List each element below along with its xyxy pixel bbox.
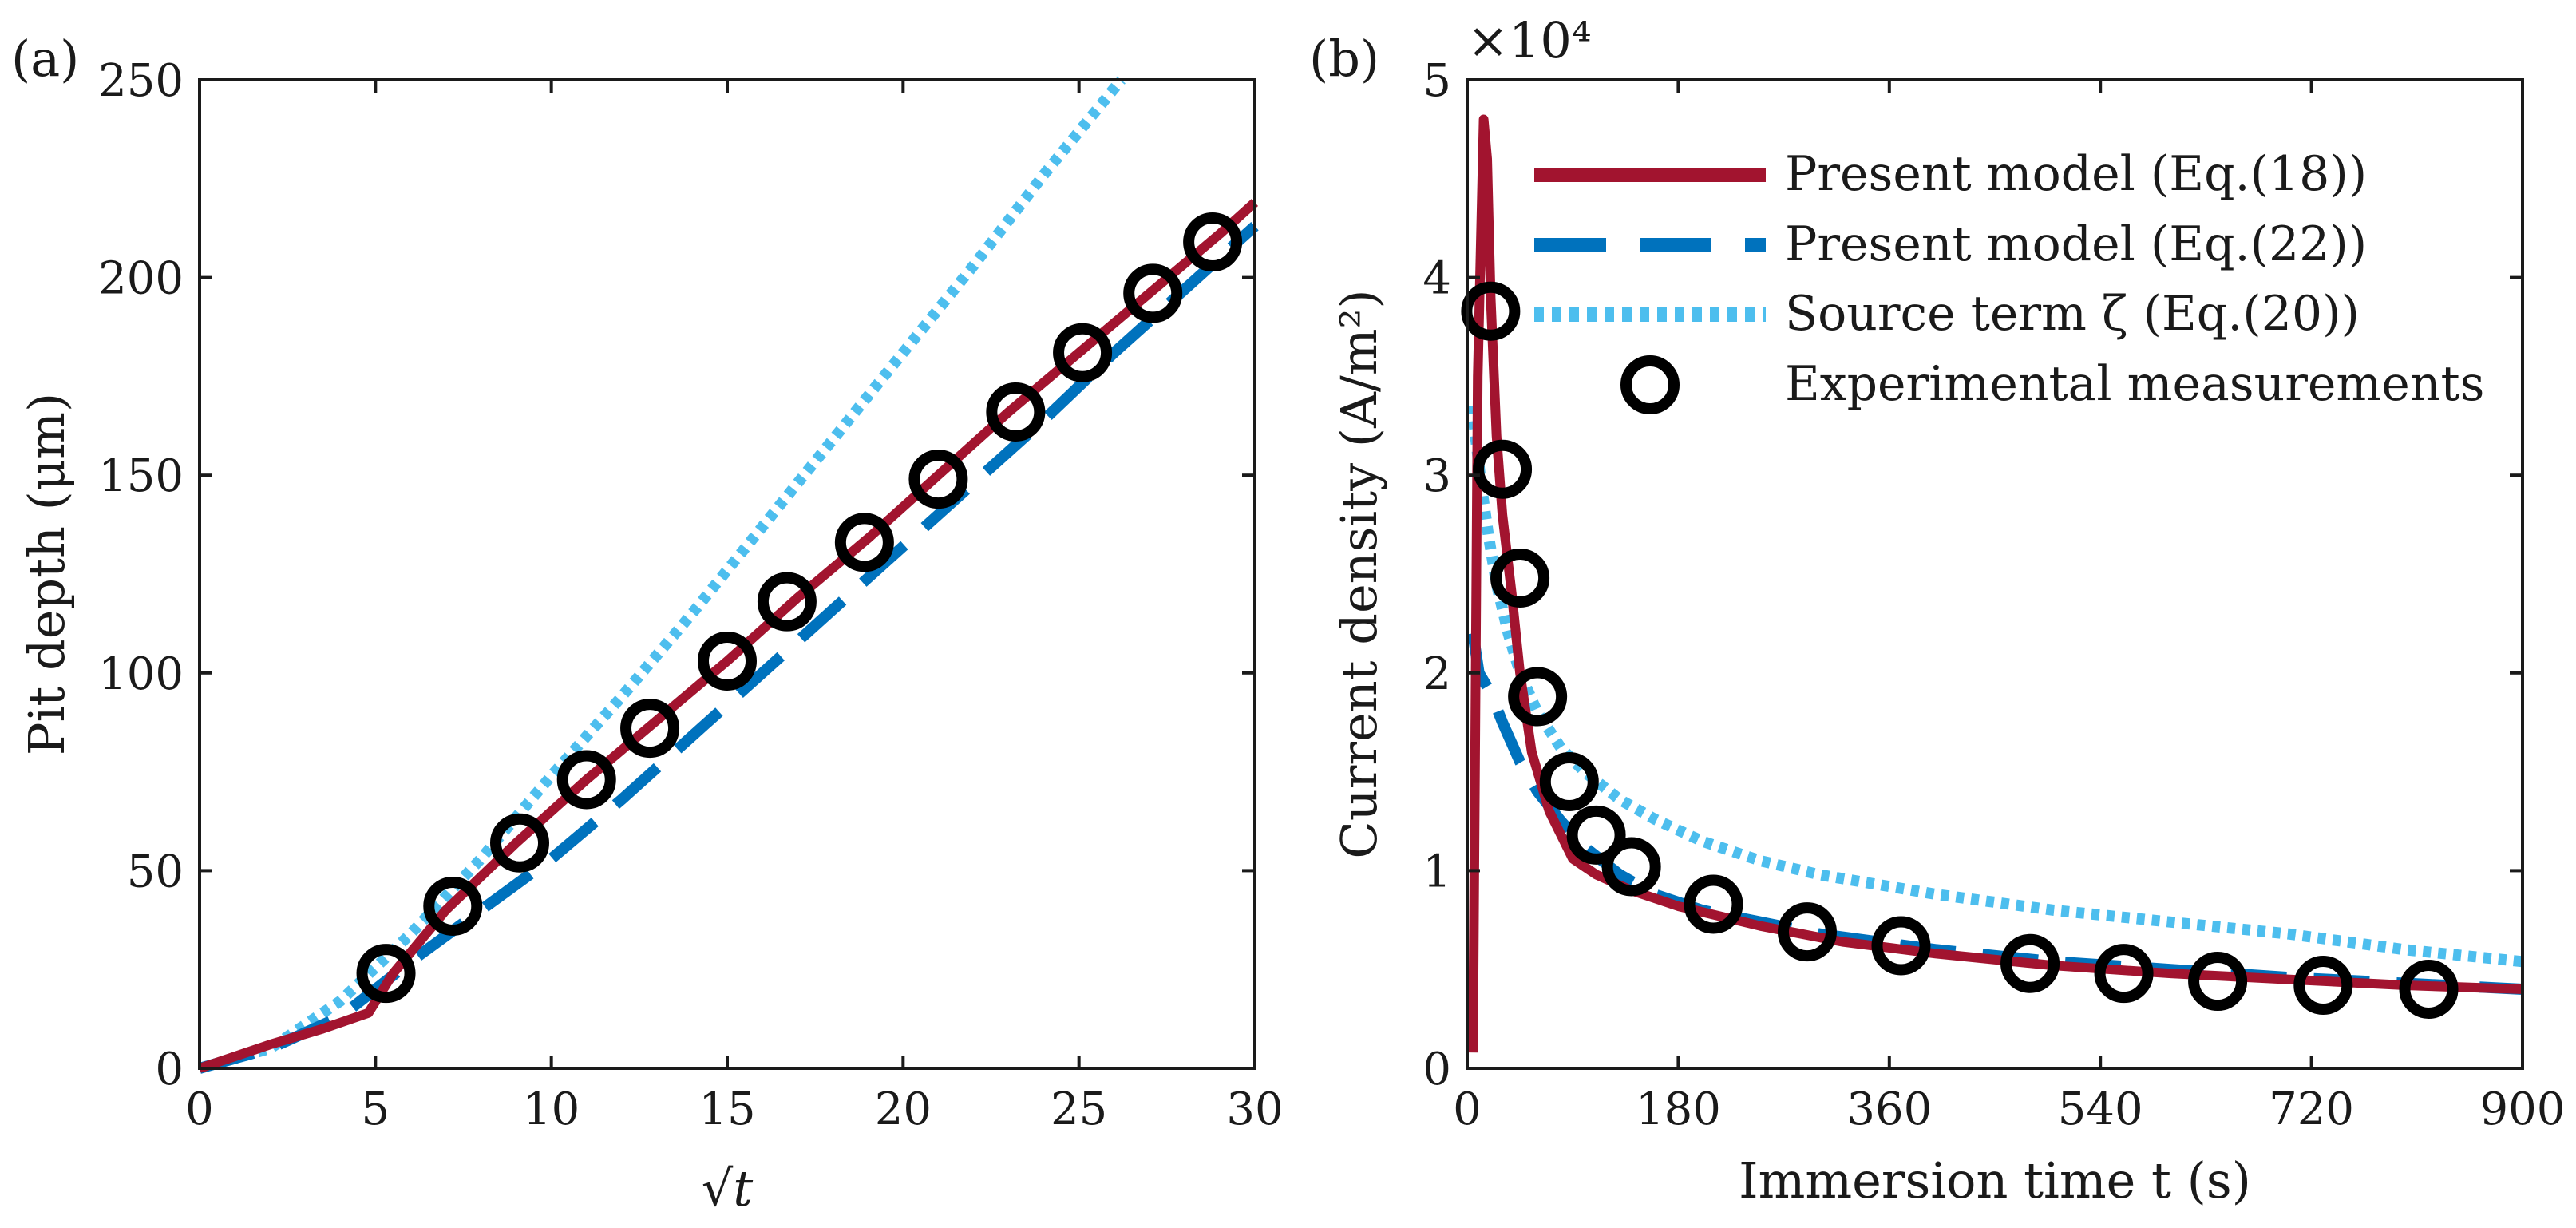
panel-b-ytick-label: 1 [1423,846,1451,897]
panel-b-ytick-label: 2 [1423,648,1451,700]
panel-a-experimental-point [908,450,968,509]
panel-b-experimental-point [1539,751,1599,811]
panel-b-ytick-label: 4 [1423,253,1451,305]
legend-swatch-experimental [1620,355,1680,414]
panel-b-axes-box [1466,78,2524,1070]
legend-label-eq22: Present model (Eq.(22)) [1785,216,2367,272]
panel-b-experimental-point [2000,933,2060,993]
panel-a-xtick-label: 25 [1051,1083,1107,1135]
panel-b-y-exponent: ×10⁴ [1467,11,1592,69]
panel-a-xtick-label: 30 [1226,1083,1283,1135]
panel-a-ytick-label: 50 [127,846,184,897]
panel-a-experimental-point [1123,263,1183,323]
panel-b-ytick-label: 3 [1423,450,1451,502]
panel-a-experimental-point [1183,212,1243,272]
panel-b-ticks: 0 180 360 540 720 900 0 1 2 3 4 5 [1423,55,2565,1135]
panel-a-xtick-label: 0 [185,1083,214,1135]
panel-a: (a) 0 5 10 15 20 25 30 0 50 100 150 200 250 Pit dept… [11,30,1284,1218]
panel-b-experimental-point [2094,944,2154,1004]
panel-a-experimental-point [1053,323,1113,382]
panel-b: (b) ×10⁴ 0 180 360 540 720 900 0 1 2 3 4 5 Current … [1309,11,2565,1210]
legend-label-experimental: Experimental measurements [1785,356,2484,412]
panel-a-series-source-term [198,76,1126,1074]
panel-b-experimental-point [1601,837,1661,897]
panel-a-experimental-point [698,631,757,691]
panel-b-xtick-label: 720 [2269,1083,2354,1135]
panel-b-ylabel: Current density (A/m²) [1330,289,1388,858]
panel-a-experimental-point [556,750,616,810]
panel-b-experimental-point [2293,956,2353,1016]
legend-label-eq18: Present model (Eq.(18)) [1785,146,2367,202]
panel-b-ytick-label: 5 [1423,55,1451,107]
panel-a-xtick-label: 5 [362,1083,390,1135]
panel-a-xtick-label: 15 [698,1083,755,1135]
panel-b-plot-area [1461,114,2523,1053]
panel-a-experimental-point [757,572,817,632]
panel-b-xtick-label: 540 [2058,1083,2143,1135]
panel-a-ytick-label: 0 [155,1044,184,1095]
panel-a-ylabel: Pit depth (μm) [18,393,76,755]
panel-b-experimental-point [1566,805,1626,865]
panel-b-experimental-point [1473,439,1533,499]
panel-b-experimental-point [2399,959,2459,1019]
panel-b-xtick-label: 900 [2480,1083,2566,1135]
panel-a-series-eq18 [198,199,1259,1073]
panel-a-ytick-label: 200 [98,253,184,305]
panel-a-plot-area [198,76,1259,1074]
panel-b-ytick-label: 0 [1423,1044,1451,1095]
legend: Present model (Eq.(18)) Present model (E… [1534,146,2484,414]
panel-a-experimental-point [620,699,680,759]
panel-b-xtick-label: 360 [1846,1083,1932,1135]
panel-a-experimental-point [986,382,1046,442]
panel-a-xlabel: √t [702,1159,754,1218]
panel-b-experimental-point [1871,916,1931,976]
panel-b-series-eq22 [1467,632,2523,995]
panel-a-series-eq22 [198,221,1259,1074]
panel-a-experimental-point [356,944,416,1004]
panel-b-experimental-point [2188,952,2248,1012]
panel-a-experimental-point [490,813,550,873]
panel-a-ytick-label: 150 [98,450,184,502]
panel-b-experimental-point [1684,874,1743,934]
panel-b-xtick-label: 0 [1453,1083,1482,1135]
panel-b-xlabel: Immersion time t (s) [1739,1151,2251,1210]
panel-b-experimental-point [1777,902,1837,962]
panel-a-xtick-label: 20 [875,1083,932,1135]
panel-a-experimental-point [423,876,483,936]
panel-b-label: (b) [1309,30,1379,88]
panel-a-label: (a) [11,30,79,88]
panel-b-xtick-label: 180 [1636,1083,1721,1135]
panel-a-ytick-label: 100 [98,648,184,700]
panel-b-series-eq18 [1468,114,2523,1053]
panel-a-experimental-point [834,513,894,572]
panel-a-ytick-label: 250 [98,55,184,107]
panel-a-xtick-label: 10 [523,1083,580,1135]
legend-label-source-term: Source term ζ (Eq.(20)) [1785,286,2360,342]
panel-a-ticks: 0 5 10 15 20 25 30 0 50 100 150 200 250 [98,55,1284,1135]
panel-b-experimental-point [1508,667,1568,727]
panel-b-experimental-point [1490,548,1550,608]
